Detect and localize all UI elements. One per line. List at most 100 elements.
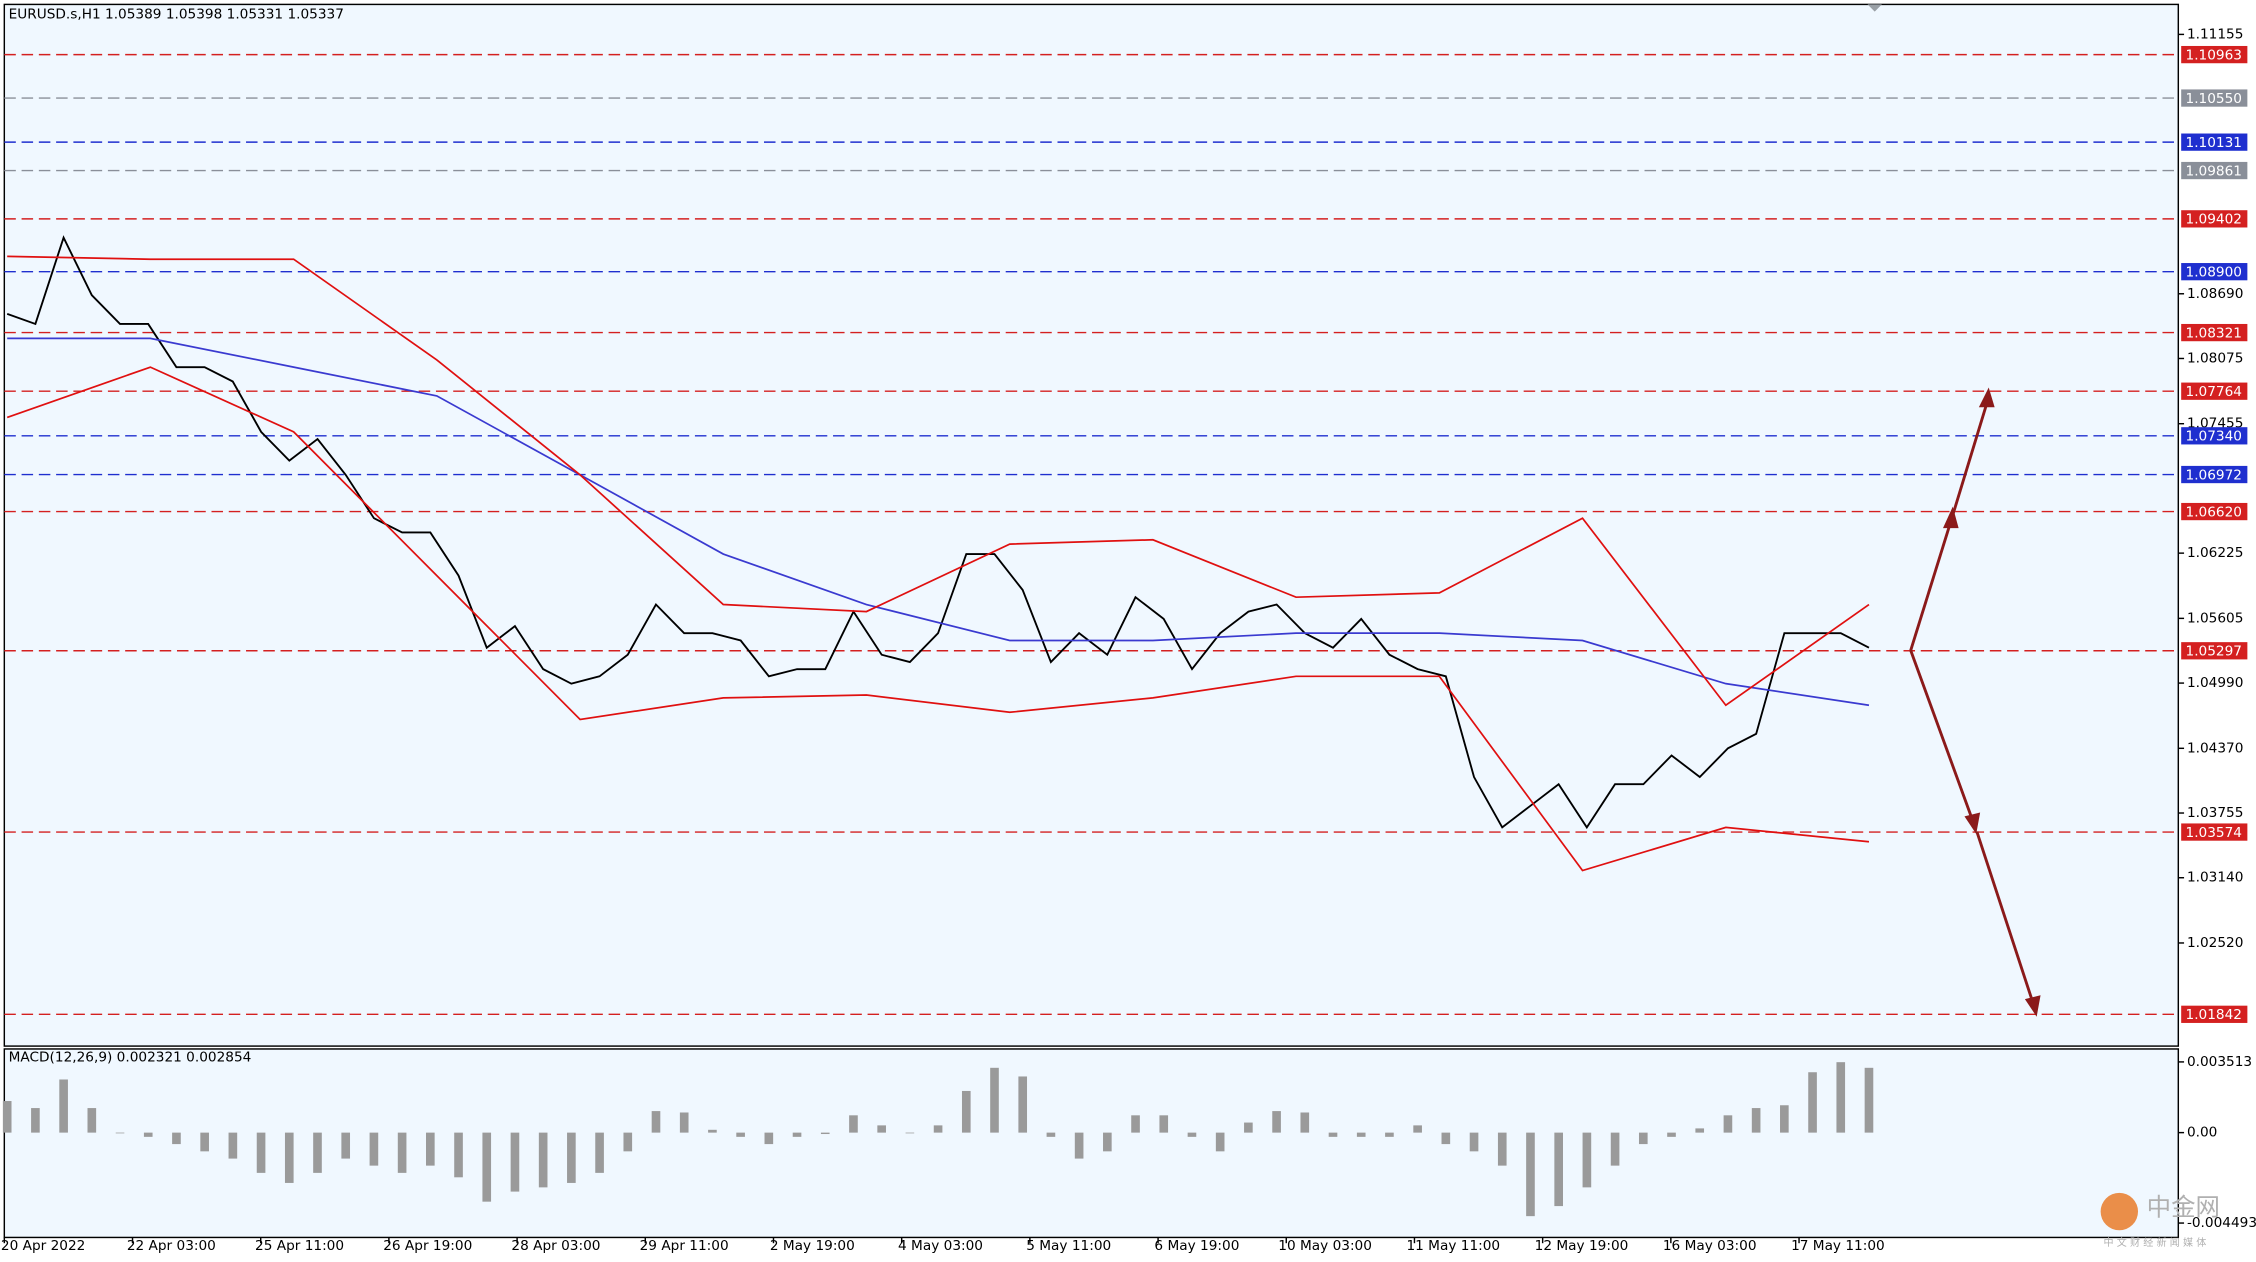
macd-bar (1244, 1122, 1253, 1133)
x-tick-label: 5 May 11:00 (1026, 1238, 1111, 1254)
macd-bar (1667, 1132, 1676, 1137)
level-label: 1.07764 (2186, 384, 2242, 400)
x-tick-label: 25 Apr 11:00 (255, 1238, 344, 1254)
level-label-box (2181, 382, 2248, 400)
macd-bar (1864, 1067, 1874, 1133)
level-label-box (2181, 263, 2248, 281)
macd-bar (1723, 1115, 1733, 1133)
y-tick-label: 1.05605 (2187, 610, 2243, 626)
macd-bar (426, 1132, 435, 1166)
x-tick-label: 4 May 03:00 (898, 1238, 983, 1254)
macd-bar (1695, 1128, 1705, 1133)
macd-bar (1046, 1132, 1056, 1137)
level-label: 1.09861 (2186, 163, 2242, 179)
macd-bar (2, 1101, 12, 1133)
arrow-head (2024, 995, 2041, 1017)
macd-bar (567, 1132, 576, 1183)
level-label: 1.10963 (2186, 47, 2242, 63)
level-label-box (2181, 502, 2248, 521)
macd-bar (933, 1125, 943, 1133)
level-label: 1.01842 (2186, 1007, 2242, 1023)
macd-bar (1328, 1132, 1338, 1137)
arrow-down-1 (1909, 649, 1974, 821)
macd-bar (1159, 1115, 1169, 1133)
macd-bar (849, 1115, 858, 1133)
level-label: 1.07340 (2186, 429, 2242, 445)
y-tick-label: 1.08690 (2187, 286, 2243, 302)
macd-bar (1187, 1132, 1197, 1137)
level-label-box (2181, 465, 2248, 484)
level-label-box (2181, 323, 2248, 342)
x-tick-label: 26 Apr 19:00 (383, 1238, 472, 1254)
level-label: 1.09402 (2186, 212, 2242, 228)
level-label-box (2181, 1005, 2248, 1023)
macd-bar (172, 1132, 181, 1145)
y-tick-label: 0.00 (2187, 1125, 2217, 1141)
watermark-tagline: 中 文 财 经 新 闻 媒 体 (2103, 1236, 2206, 1249)
macd-bar (341, 1132, 351, 1159)
macd-bar (200, 1132, 209, 1152)
macd-bar (905, 1132, 915, 1134)
x-tick-label: 16 May 03:00 (1663, 1238, 1757, 1254)
level-label: 1.08321 (2186, 325, 2242, 341)
macd-panel (3, 1048, 2180, 1239)
macd-bar (397, 1132, 407, 1173)
y-tick-label: 0.003513 (2187, 1054, 2252, 1070)
macd-bar (877, 1125, 886, 1133)
y-tick-label: 1.08075 (2187, 350, 2243, 366)
macd-bar (651, 1111, 661, 1133)
macd-bar (1103, 1132, 1112, 1152)
macd-bar (1441, 1132, 1451, 1145)
level-label-box (2181, 642, 2248, 660)
watermark-name: 中金网 (2147, 1193, 2220, 1222)
macd-bar (143, 1132, 153, 1137)
y-tick-label: 1.04990 (2187, 675, 2243, 691)
level-label-box (2181, 161, 2248, 180)
macd-bar (31, 1108, 40, 1133)
level-label-box (2181, 823, 2248, 841)
scroll-marker (1867, 4, 1882, 12)
macd-bar (1780, 1105, 1789, 1133)
level-label: 1.06972 (2186, 467, 2242, 483)
macd-bar (679, 1112, 689, 1133)
macd-bar (115, 1132, 125, 1134)
macd-bar (284, 1132, 294, 1183)
macd-bar (1215, 1132, 1225, 1152)
arrow-down-2 (1975, 831, 2035, 1004)
macd-bar (1808, 1072, 1817, 1133)
level-label: 1.08900 (2186, 264, 2242, 280)
y-tick-label: 1.06225 (2187, 545, 2243, 561)
macd-bar (454, 1132, 463, 1178)
macd-bar (1582, 1132, 1592, 1188)
macd-bar (990, 1067, 999, 1133)
indicator-line (6, 366, 1870, 872)
macd-bar (623, 1132, 633, 1152)
macd-bar (369, 1132, 379, 1166)
macd-bar (228, 1132, 238, 1159)
level-label-box (2181, 45, 2248, 64)
chart-title: EURUSD.s,H1 1.05389 1.05398 1.05331 1.05… (9, 6, 344, 22)
macd-bar (1300, 1112, 1310, 1133)
macd-bar (1554, 1132, 1563, 1207)
y-tick-label: 1.03140 (2187, 870, 2243, 886)
x-tick-label: 12 May 19:00 (1535, 1238, 1629, 1254)
macd-bar (538, 1132, 548, 1188)
macd-bar (87, 1108, 97, 1133)
macd-bar (820, 1132, 830, 1135)
macd-bar (1074, 1132, 1084, 1159)
level-label: 1.06620 (2186, 504, 2242, 520)
macd-bar (256, 1132, 266, 1173)
macd-bar (1526, 1132, 1535, 1217)
macd-bar (736, 1132, 745, 1137)
macd-title: MACD(12,26,9) 0.002321 0.002854 (9, 1050, 252, 1066)
x-tick-label: 10 May 03:00 (1278, 1238, 1372, 1254)
macd-bar (961, 1090, 971, 1133)
x-tick-label: 29 Apr 11:00 (640, 1238, 729, 1254)
level-label: 1.05297 (2186, 643, 2242, 659)
level-label: 1.10131 (2186, 135, 2242, 151)
x-tick-label: 6 May 19:00 (1154, 1238, 1239, 1254)
x-tick-label: 2 May 19:00 (770, 1238, 855, 1254)
level-label: 1.10550 (2186, 91, 2242, 107)
macd-bar (708, 1129, 717, 1133)
